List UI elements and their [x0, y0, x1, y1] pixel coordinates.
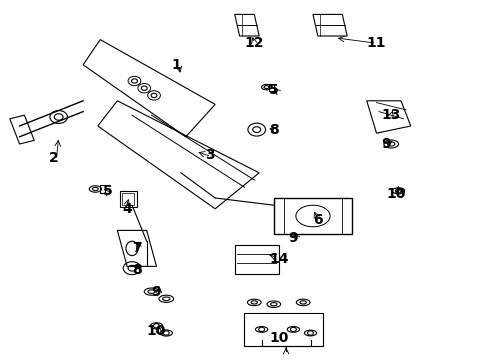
- Text: 10: 10: [268, 332, 288, 345]
- Text: 7: 7: [132, 242, 142, 255]
- Bar: [122, 193, 134, 205]
- Text: 1: 1: [171, 58, 181, 72]
- Text: 9: 9: [288, 231, 298, 244]
- Text: 2: 2: [49, 152, 59, 165]
- Text: 4: 4: [122, 202, 132, 216]
- Text: 6: 6: [312, 213, 322, 226]
- Text: 8: 8: [268, 123, 278, 136]
- Text: 10: 10: [386, 188, 405, 201]
- Text: 14: 14: [268, 252, 288, 266]
- Text: 5: 5: [102, 184, 112, 198]
- Bar: [244, 313, 322, 346]
- Text: 13: 13: [381, 108, 400, 122]
- Text: 9: 9: [151, 285, 161, 298]
- Text: 12: 12: [244, 36, 264, 50]
- Text: 9: 9: [381, 137, 390, 151]
- Text: 11: 11: [366, 36, 386, 50]
- Text: 10: 10: [146, 324, 166, 338]
- Text: 8: 8: [132, 263, 142, 277]
- Text: 3: 3: [205, 148, 215, 162]
- Text: 5: 5: [268, 83, 278, 97]
- Bar: [120, 191, 137, 207]
